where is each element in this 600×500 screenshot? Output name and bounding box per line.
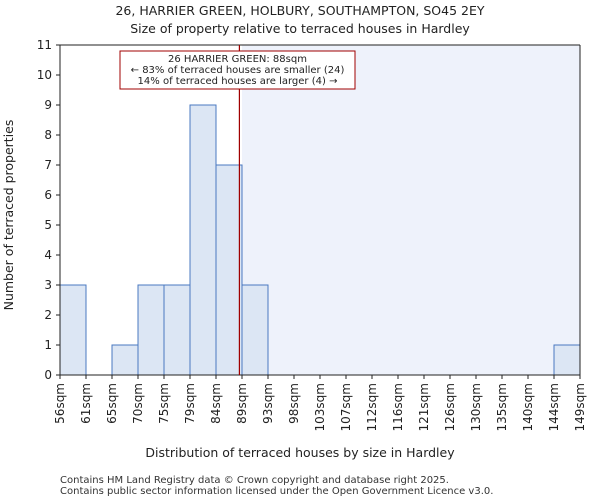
x-tick-label: 79sqm: [183, 383, 197, 424]
footer-line-2: Contains public sector information licen…: [60, 486, 493, 497]
x-tick-label: 56sqm: [53, 383, 67, 424]
x-tick-label: 75sqm: [157, 383, 171, 424]
bar-89sqm: [241, 284, 269, 376]
y-tick-label: 8: [44, 128, 52, 142]
x-tick-label: 84sqm: [209, 383, 223, 424]
x-tick-label: 65sqm: [105, 383, 119, 424]
bar-65sqm: [111, 344, 139, 376]
y-tick-label: 4: [44, 248, 52, 262]
x-tick-label: 149sqm: [573, 383, 587, 431]
x-tick-label: 130sqm: [469, 383, 483, 431]
y-tick-label: 3: [44, 278, 52, 292]
x-tick-label: 89sqm: [235, 383, 249, 424]
y-tick-label: 7: [44, 158, 52, 172]
annotation-line-1: 26 HARRIER GREEN: 88sqm: [168, 54, 307, 65]
y-tick-label: 6: [44, 188, 52, 202]
x-tick-label: 121sqm: [417, 383, 431, 431]
x-axis-label: Distribution of terraced houses by size …: [145, 445, 455, 460]
y-tick-label: 2: [44, 308, 52, 322]
bar-56sqm: [59, 284, 87, 376]
bar-84sqm: [215, 164, 243, 376]
x-tick-label: 103sqm: [313, 383, 327, 431]
x-tick-label: 70sqm: [131, 383, 145, 424]
x-tick-label: 61sqm: [79, 383, 93, 424]
bar-75sqm: [163, 284, 191, 376]
y-tick-label: 1: [44, 338, 52, 352]
y-tick-label: 0: [44, 368, 52, 382]
y-axis-label: Number of terraced properties: [1, 120, 16, 311]
annotation-line-2: ← 83% of terraced houses are smaller (24…: [131, 65, 345, 76]
y-tick-label: 9: [44, 98, 52, 112]
x-tick-label: 140sqm: [521, 383, 535, 431]
annotation-box: [119, 50, 356, 90]
y-tick-label: 5: [44, 218, 52, 232]
chart-subtitle: Size of property relative to terraced ho…: [130, 21, 470, 36]
chart-title: 26, HARRIER GREEN, HOLBURY, SOUTHAMPTON,…: [115, 3, 484, 18]
x-tick-label: 98sqm: [287, 383, 301, 424]
x-tick-label: 116sqm: [391, 383, 405, 431]
x-tick-label: 144sqm: [547, 383, 561, 431]
highlight-region: [242, 45, 580, 375]
x-tick-label: 93sqm: [261, 383, 275, 424]
y-tick-label: 10: [37, 68, 52, 82]
footer-line-1: Contains HM Land Registry data © Crown c…: [60, 475, 449, 486]
bar-79sqm: [189, 104, 217, 376]
x-tick-label: 126sqm: [443, 383, 457, 431]
y-tick-label: 11: [37, 38, 52, 52]
x-tick-label: 135sqm: [495, 383, 509, 431]
plot-area: 0 1 2 3 4 5 6 7 8 9 10 11 56sqm 61sqm 65sqm 70sqm 75sqm 7…: [37, 38, 587, 431]
x-tick-label: 107sqm: [339, 383, 353, 431]
bar-70sqm: [137, 284, 165, 376]
x-tick-label: 112sqm: [365, 383, 379, 431]
bar-144sqm: [553, 344, 581, 376]
annotation-line-3: 14% of terraced houses are larger (4) →: [138, 76, 338, 87]
